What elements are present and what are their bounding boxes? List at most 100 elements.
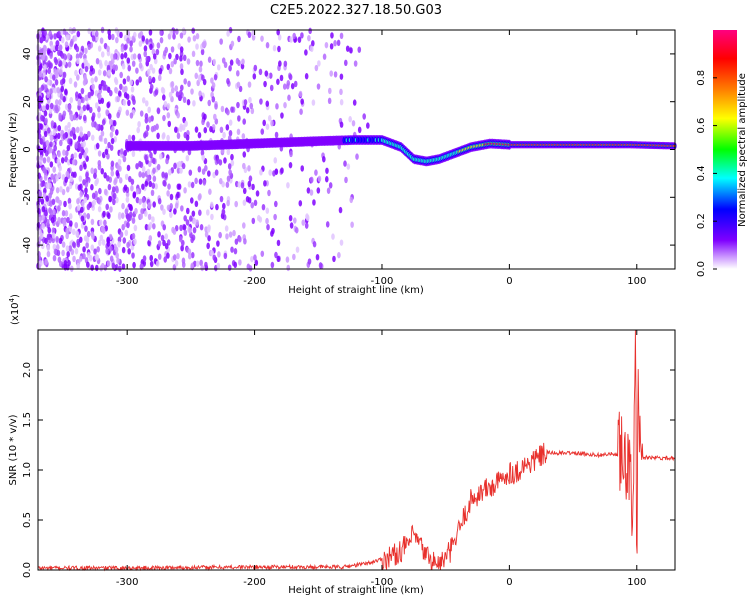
- x-tick-label: -300: [116, 276, 139, 287]
- heatmap-cell: [343, 160, 347, 167]
- heatmap-cell: [141, 171, 146, 179]
- heatmap-cell: [58, 114, 62, 122]
- heatmap-cell: [210, 249, 214, 257]
- heatmap-cell: [44, 237, 48, 245]
- heatmap-cell: [119, 83, 123, 90]
- heatmap-cell: [202, 78, 207, 86]
- heatmap-cell: [288, 161, 293, 169]
- heatmap-cell: [180, 84, 184, 91]
- heatmap-cell: [40, 198, 45, 205]
- heatmap-cell: [74, 142, 79, 149]
- heatmap-cell: [182, 96, 187, 104]
- heatmap-cell: [68, 245, 72, 252]
- heatmap-cell: [83, 196, 88, 203]
- heatmap-cell: [198, 178, 203, 185]
- heatmap-cell: [333, 71, 338, 78]
- heatmap-cell: [142, 202, 146, 209]
- heatmap-cell: [132, 191, 137, 198]
- heatmap-cell: [195, 33, 200, 40]
- heatmap-cell: [40, 138, 44, 145]
- heatmap-cell: [144, 117, 149, 124]
- heatmap-cell: [66, 144, 71, 152]
- heatmap-cell: [126, 75, 131, 82]
- heatmap-cell: [38, 216, 42, 223]
- heatmap-y-ticks: -40 -20 0 20 40: [22, 48, 675, 253]
- heatmap-cell: [265, 100, 270, 107]
- heatmap-cell: [83, 74, 87, 81]
- x-tick-label: 0: [506, 276, 512, 287]
- heatmap-cell: [98, 187, 102, 195]
- heatmap-cell: [149, 63, 153, 71]
- heatmap-cell: [112, 120, 117, 127]
- heatmap-cell: [65, 245, 70, 252]
- heatmap-cell: [207, 56, 212, 63]
- heatmap-cell: [226, 199, 230, 207]
- heatmap-cell: [130, 86, 135, 93]
- heatmap-cell: [60, 36, 65, 44]
- heatmap-cell: [304, 73, 309, 80]
- heatmap-cell: [72, 241, 76, 248]
- heatmap-cell: [176, 191, 180, 199]
- heatmap-cell: [121, 246, 126, 254]
- heatmap-cell: [61, 241, 66, 248]
- heatmap-cell: [117, 241, 121, 248]
- heatmap-cell: [116, 95, 120, 103]
- heatmap-cell: [53, 87, 58, 94]
- heatmap-cell: [288, 214, 293, 222]
- heatmap-cell: [172, 254, 177, 261]
- heatmap-cell: [197, 132, 202, 139]
- heatmap-cell: [120, 46, 125, 53]
- heatmap-cell: [50, 120, 55, 127]
- heatmap-cell: [39, 123, 43, 130]
- heatmap-cell: [42, 157, 47, 164]
- heatmap-cell: [230, 159, 235, 167]
- heatmap-cell: [84, 225, 88, 232]
- heatmap-cell: [98, 83, 102, 91]
- heatmap-cell: [100, 262, 105, 270]
- heatmap-cell: [55, 174, 59, 182]
- heatmap-cell: [197, 74, 202, 81]
- heatmap-cell: [314, 64, 319, 72]
- heatmap-cell: [85, 236, 90, 243]
- heatmap-cell: [100, 51, 105, 58]
- heatmap-cell: [38, 229, 42, 236]
- snr-x-ticks: -300 -200 -100 0 100: [116, 330, 646, 588]
- heatmap-cell: [90, 244, 95, 251]
- heatmap-cell: [242, 187, 247, 195]
- heatmap-cell: [316, 83, 321, 90]
- heatmap-cell: [152, 201, 156, 208]
- heatmap-cell: [326, 187, 331, 194]
- heatmap-cell: [55, 187, 60, 194]
- heatmap-cell: [143, 132, 147, 139]
- heatmap-cell: [339, 73, 344, 80]
- heatmap-cell: [176, 132, 181, 140]
- heatmap-cell: [68, 182, 73, 190]
- heatmap-cell: [41, 223, 45, 230]
- heatmap-cell: [157, 231, 161, 238]
- heatmap-cell: [307, 258, 312, 265]
- snr-y-scale-base: (x10: [10, 302, 21, 325]
- heatmap-cell: [64, 88, 68, 95]
- heatmap-cell: [53, 248, 58, 255]
- heatmap-cell: [58, 199, 62, 207]
- heatmap-cell: [234, 200, 238, 208]
- heatmap-cell: [80, 87, 85, 95]
- heatmap-cell: [225, 181, 230, 188]
- heatmap-cell: [61, 210, 66, 217]
- heatmap-cell: [117, 90, 122, 97]
- heatmap-cell: [121, 202, 125, 210]
- heatmap-cell: [131, 35, 135, 42]
- heatmap-cell: [350, 221, 354, 228]
- heatmap-cell: [42, 141, 47, 149]
- heatmap-cell: [198, 90, 202, 97]
- heatmap-cell: [249, 102, 254, 110]
- heatmap-cell: [197, 166, 202, 173]
- heatmap-cell: [193, 260, 197, 267]
- x-tick-label: -200: [243, 276, 266, 287]
- heatmap-cell: [42, 49, 47, 57]
- x-tick-label: -200: [243, 577, 266, 588]
- heatmap-cell: [140, 208, 144, 215]
- heatmap-cell: [160, 234, 165, 242]
- heatmap-x-axis-label: Height of straight line (km): [288, 285, 424, 296]
